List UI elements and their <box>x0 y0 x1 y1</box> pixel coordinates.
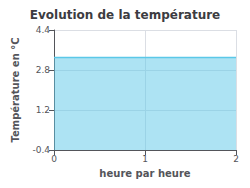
svg-text:Température en °C: Température en °C <box>10 37 21 142</box>
svg-text:4.4: 4.4 <box>36 25 51 35</box>
svg-text:heure par heure: heure par heure <box>99 168 190 179</box>
svg-text:1: 1 <box>142 154 148 164</box>
svg-text:0: 0 <box>51 154 57 164</box>
svg-text:Evolution de la température: Evolution de la température <box>30 8 221 22</box>
svg-text:2: 2 <box>233 154 239 164</box>
svg-text:2.8: 2.8 <box>36 65 51 75</box>
svg-text:1.2: 1.2 <box>36 105 50 115</box>
svg-text:-0.4: -0.4 <box>32 145 50 155</box>
